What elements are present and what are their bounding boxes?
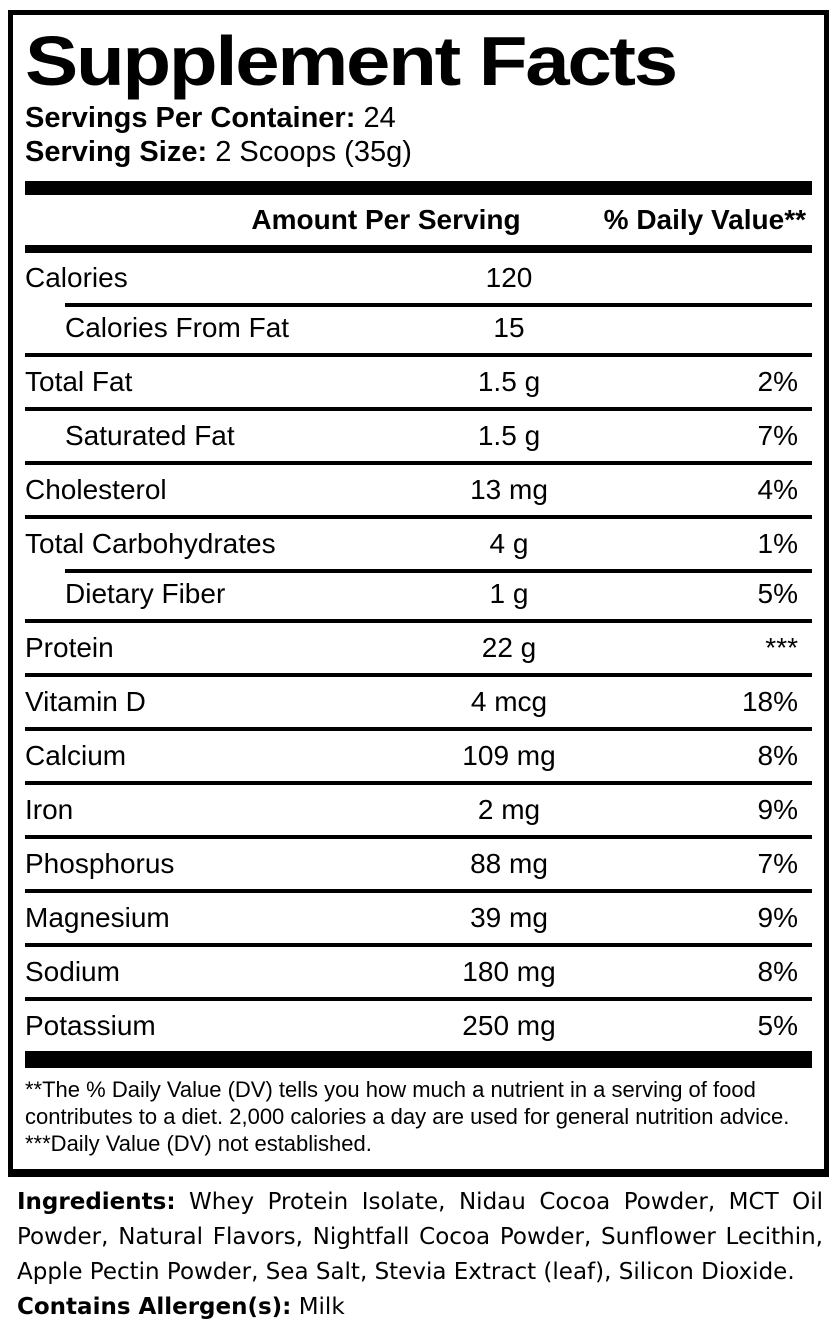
serving-size-value: 2 Scoops (35g) [215,136,412,168]
ingredients-label: Ingredients: [17,1189,176,1215]
nutrient-name: Calories [25,262,128,293]
nutrient-name: Total Carbohydrates [25,528,276,559]
nutrient-amount: 2 mg [477,794,541,825]
nutrient-dv: *** [765,632,798,663]
thick-separator-bar-bottom [25,1051,812,1068]
nutrient-dv: 1% [757,528,798,559]
nutrient-name: Calories From Fat [65,312,290,343]
table-row-sodium: Sodium 180 mg 8% [25,943,812,997]
table-row-saturated-fat: Saturated Fat 1.5 g 7% [25,407,812,461]
nutrient-name: Sodium [25,956,120,987]
nutrient-dv: 7% [757,420,798,451]
servings-per-container-value: 24 [363,102,396,134]
thick-separator-bar-top [25,181,812,195]
table-row-total-fat: Total Fat 1.5 g 2% [25,353,812,407]
nutrient-amount: 22 g [481,632,537,663]
nutrient-amount: 1.5 g [477,420,541,451]
ingredients-text: Whey Protein Isolate, Nidau Cocoa Powder… [17,1189,823,1285]
nutrient-amount: 88 mg [470,848,548,879]
table-row-iron: Iron 2 mg 9% [25,781,812,835]
table-row-magnesium: Magnesium 39 mg 9% [25,889,812,943]
table-row-calories: Calories 120 [25,253,812,303]
allergen-value: Milk [291,1294,345,1320]
nutrient-amount: 13 mg [470,474,548,505]
nutrient-dv: 2% [757,366,798,397]
table-row-calories-from-fat: Calories From Fat 15 [25,303,812,353]
allergen-line: Contains Allergen(s): Milk [17,1290,823,1325]
nutrient-amount: 120 [485,262,533,293]
nutrient-name: Saturated Fat [65,420,235,451]
column-header-row: Amount Per Serving % Daily Value** [25,195,812,245]
table-row-phosphorus: Phosphorus 88 mg 7% [25,835,812,889]
nutrient-name: Dietary Fiber [65,578,226,609]
nutrient-amount: 4 g [489,528,529,559]
serving-size-line: Serving Size: 2 Scoops (35g) [25,135,812,169]
table-row-protein: Protein 22 g *** [25,619,812,673]
not-established-footnote: ***Daily Value (DV) not established. [25,1131,372,1156]
table-row-vitamin-d: Vitamin D 4 mcg 18% [25,673,812,727]
table-row-total-carbohydrates: Total Carbohydrates 4 g 1% [25,515,812,569]
nutrient-amount: 4 mcg [470,686,548,717]
nutrient-amount: 15 [493,312,525,343]
nutrient-dv: 18% [741,686,798,717]
ingredients-paragraph: Ingredients: Whey Protein Isolate, Nidau… [17,1185,823,1290]
ingredients-section: Ingredients: Whey Protein Isolate, Nidau… [0,1177,837,1325]
servings-per-container-label: Servings Per Container: [25,102,356,134]
nutrient-name: Phosphorus [25,848,175,879]
nutrient-name: Cholesterol [25,474,167,505]
serving-size-label: Serving Size: [25,136,208,168]
medium-separator-bar [25,245,812,253]
nutrient-amount: 180 mg [462,956,556,987]
nutrient-dv: 4% [757,474,798,505]
nutrient-dv: 7% [757,848,798,879]
footnotes: **The % Daily Value (DV) tells you how m… [25,1068,812,1161]
supplement-facts-panel: Supplement Facts Servings Per Container:… [8,10,829,1177]
table-row-potassium: Potassium 250 mg 5% [25,997,812,1051]
daily-value-footnote: **The % Daily Value (DV) tells you how m… [25,1077,790,1129]
table-row-cholesterol: Cholesterol 13 mg 4% [25,461,812,515]
nutrient-table: Calories 120 Calories From Fat 15 Total … [25,253,812,1051]
nutrient-name: Potassium [25,1010,156,1041]
nutrient-dv: 5% [757,1010,798,1041]
nutrient-dv: 8% [757,740,798,771]
nutrient-amount: 109 mg [462,740,556,771]
table-row-calcium: Calcium 109 mg 8% [25,727,812,781]
allergen-label: Contains Allergen(s): [17,1294,292,1320]
nutrient-dv: 9% [757,902,798,933]
nutrient-name: Vitamin D [25,686,146,717]
amount-per-serving-header: Amount Per Serving [251,204,521,235]
nutrient-amount: 1.5 g [477,366,541,397]
table-row-dietary-fiber: Dietary Fiber 1 g 5% [25,569,812,619]
nutrient-name: Calcium [25,740,127,771]
nutrient-dv: 8% [757,956,798,987]
servings-per-container-line: Servings Per Container: 24 [25,101,812,135]
daily-value-header: % Daily Value** [603,204,806,235]
nutrient-name: Protein [25,632,114,663]
nutrient-dv: 9% [757,794,798,825]
nutrient-name: Iron [25,794,74,825]
panel-title: Supplement Facts [25,22,678,100]
nutrient-amount: 39 mg [470,902,548,933]
nutrient-name: Total Fat [25,366,133,397]
nutrient-amount: 1 g [489,578,529,609]
nutrient-amount: 250 mg [462,1010,556,1041]
nutrient-name: Magnesium [25,902,170,933]
nutrient-dv: 5% [757,578,798,609]
